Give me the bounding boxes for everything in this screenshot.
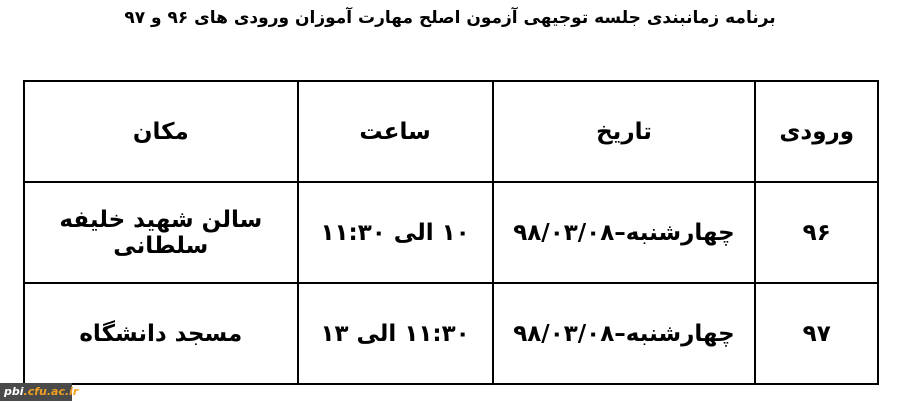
- watermark-logo: pbi.cfu.ac.ir: [0, 383, 78, 401]
- cell-entry: ۹۶: [754, 181, 879, 284]
- schedule-table: ورودی تاریخ ساعت مکان ۹۶ چهارشنبه–۹۸/۰۳/…: [23, 80, 879, 385]
- cell-time: ۱۱:۳۰ الی ۱۳: [296, 282, 494, 385]
- table-row: ۹۶ چهارشنبه–۹۸/۰۳/۰۸ ۱۰ الی ۱۱:۳۰ سالن ش…: [23, 181, 879, 284]
- table-row: ۹۷ چهارشنبه–۹۸/۰۳/۰۸ ۱۱:۳۰ الی ۱۳ مسجد د…: [23, 282, 879, 385]
- cell-date: چهارشنبه–۹۸/۰۳/۰۸: [491, 282, 757, 385]
- page-title: برنامه زمانبندی جلسه توجیهی آزمون اصلح م…: [124, 8, 776, 28]
- cell-time: ۱۰ الی ۱۱:۳۰: [296, 181, 494, 284]
- cell-entry: ۹۷: [754, 282, 879, 385]
- table-header-row: ورودی تاریخ ساعت مکان: [23, 80, 879, 183]
- header-date: تاریخ: [491, 80, 757, 183]
- cell-location: مسجد دانشگاه: [23, 282, 299, 385]
- cell-date: چهارشنبه–۹۸/۰۳/۰۸: [491, 181, 757, 284]
- header-location: مکان: [23, 80, 299, 183]
- header-time: ساعت: [296, 80, 494, 183]
- cell-location: سالن شهید خلیفه سلطانی: [23, 181, 299, 284]
- header-entry: ورودی: [754, 80, 879, 183]
